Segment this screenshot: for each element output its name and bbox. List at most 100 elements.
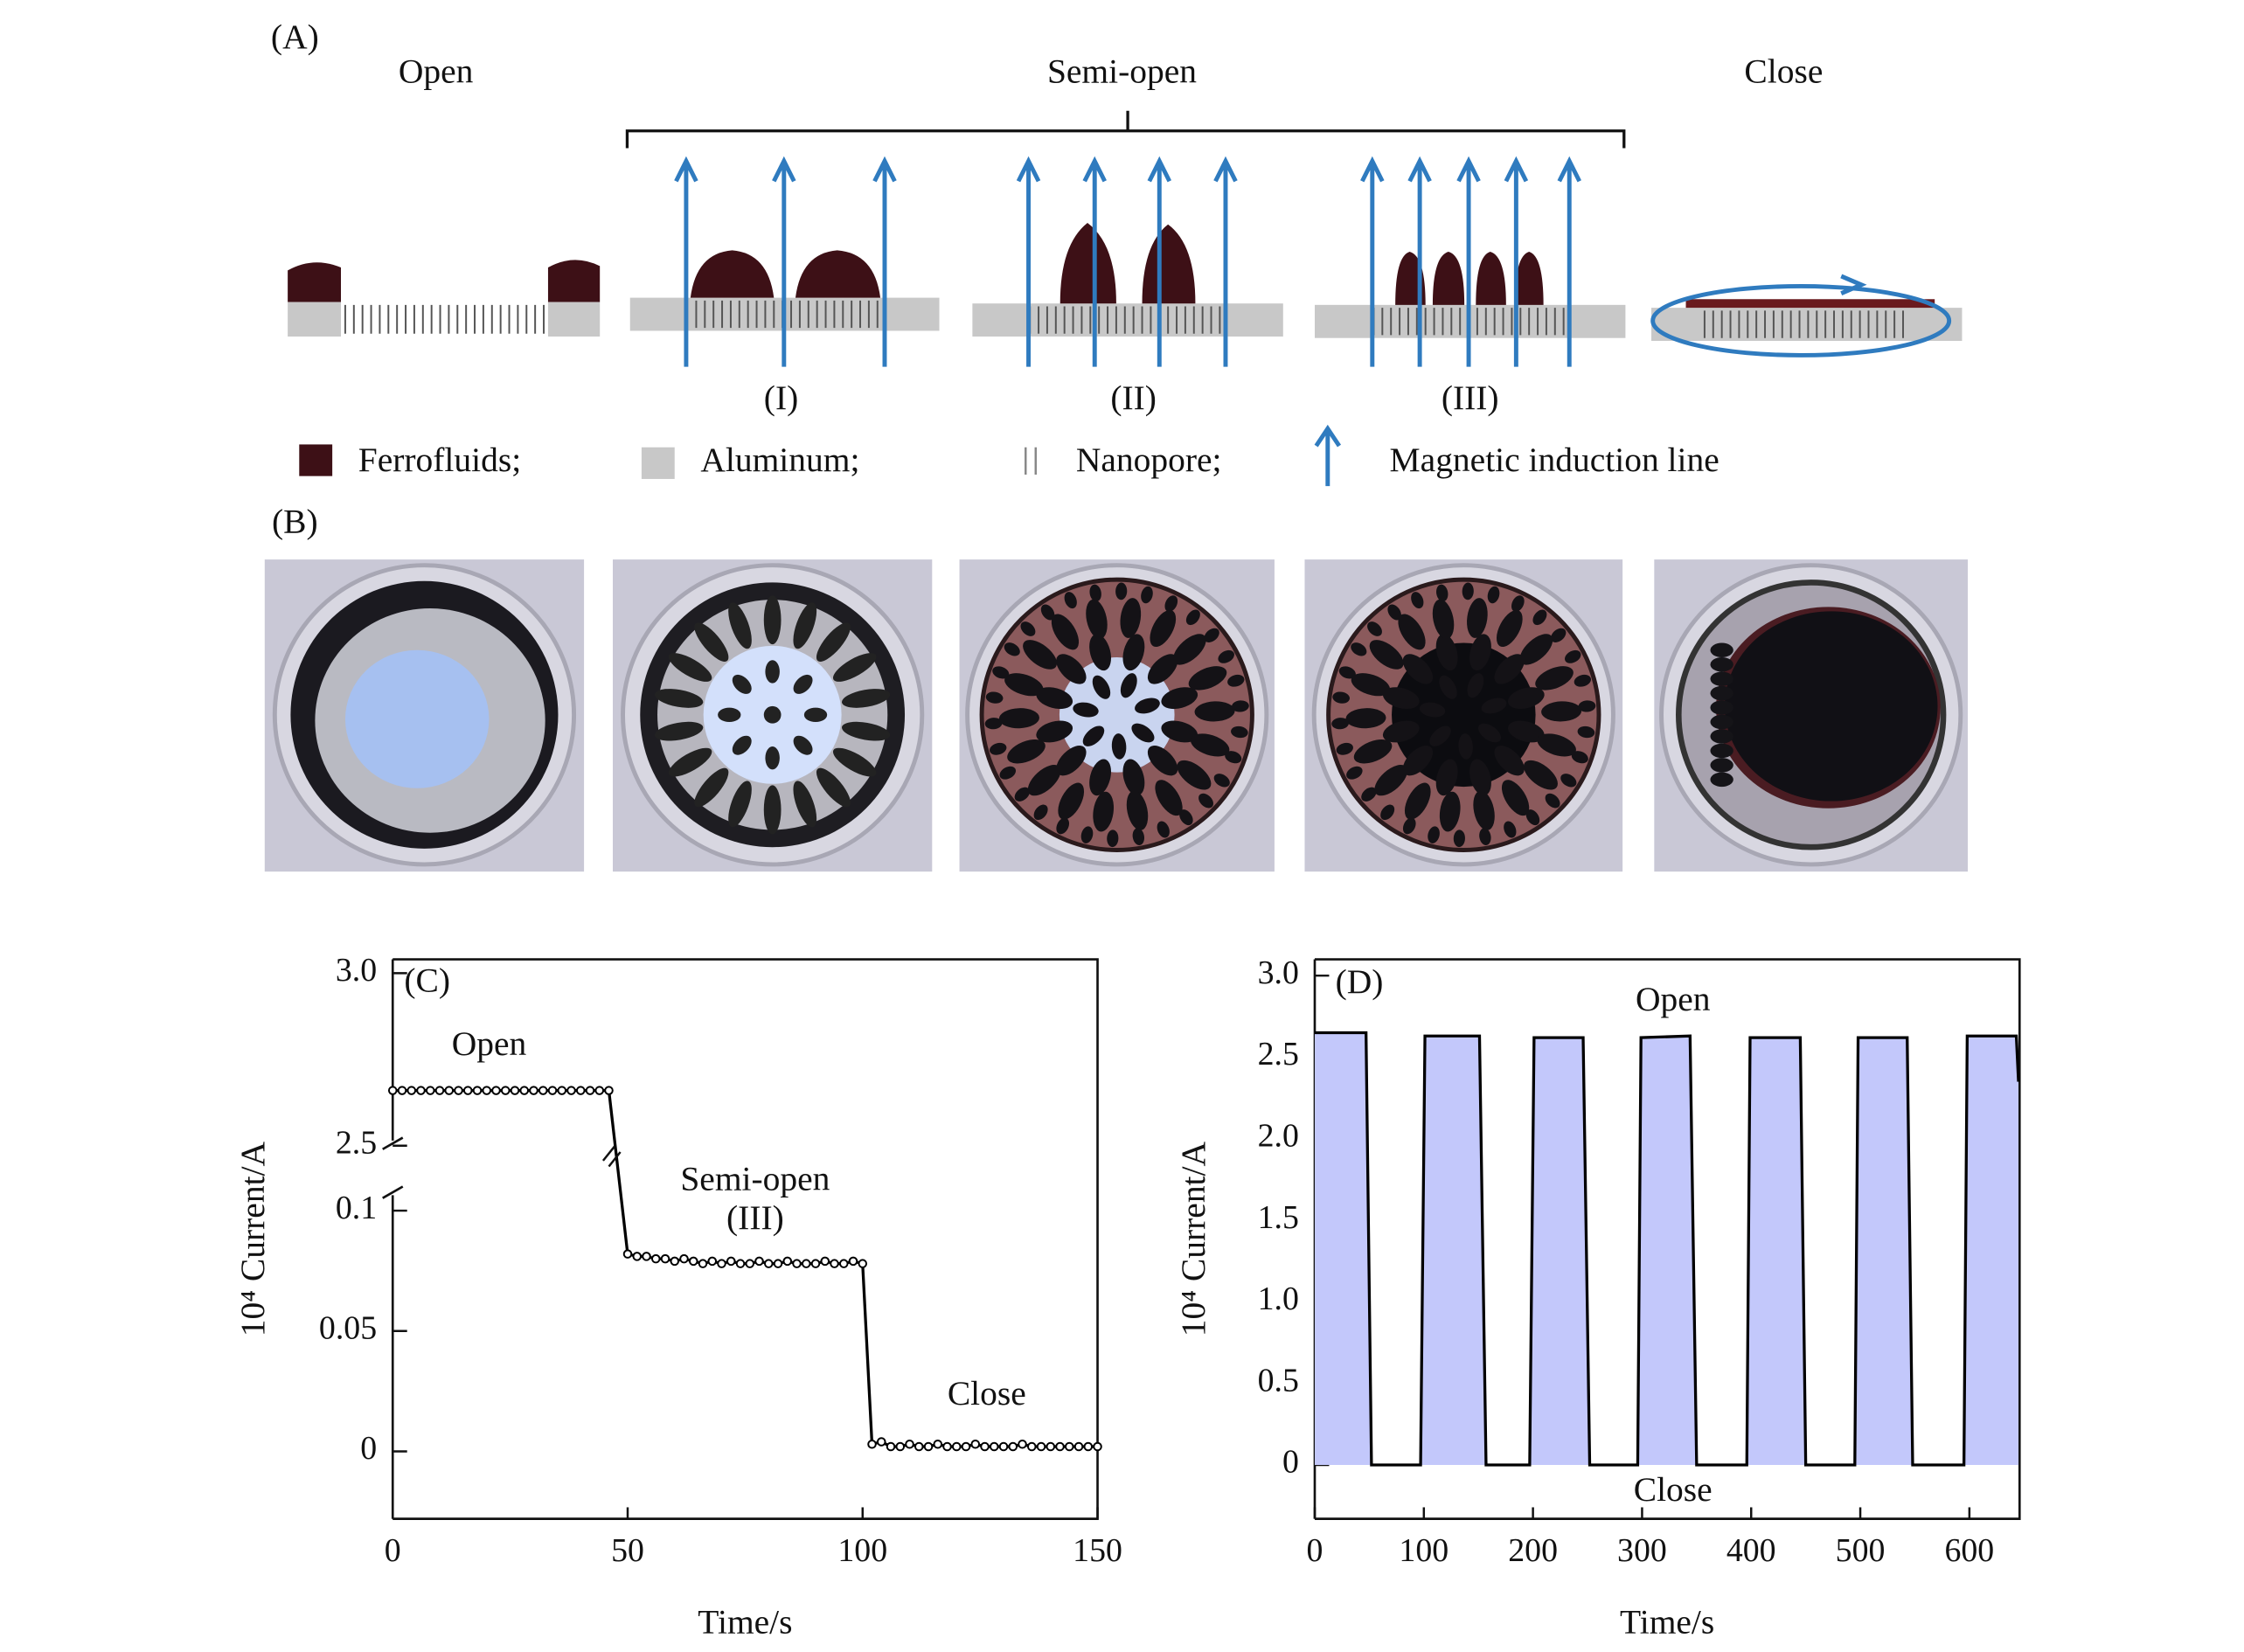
spike: [1519, 634, 1553, 665]
spike: [1231, 725, 1248, 739]
spike: [1020, 621, 1036, 636]
annotation: Open: [452, 1024, 527, 1063]
y-tick-label: 0: [360, 1430, 377, 1467]
spike: [1535, 666, 1574, 691]
spike: [1331, 718, 1349, 730]
point: [679, 1253, 689, 1264]
spike: [1404, 782, 1431, 820]
spike: [1369, 640, 1404, 670]
x-axis-label: Time/s: [1620, 1602, 1714, 1641]
spike: [1122, 634, 1145, 671]
point: [801, 1259, 811, 1268]
point: [1008, 1441, 1018, 1452]
spike: [732, 735, 752, 755]
spike: [763, 595, 782, 645]
spike: [1157, 821, 1170, 838]
spike: [1504, 821, 1517, 838]
point: [820, 1256, 830, 1267]
spike: [841, 721, 891, 741]
point: [519, 1086, 530, 1095]
spike: [1402, 817, 1416, 835]
spike: [718, 707, 741, 723]
spike: [1023, 640, 1058, 670]
spike: [1477, 723, 1502, 743]
photo: [1304, 559, 1623, 872]
spike: [1353, 739, 1393, 764]
point: [482, 1086, 492, 1095]
spike: [1232, 700, 1249, 712]
nanopore: [695, 300, 879, 329]
spike: [841, 689, 891, 708]
ferrofluid: [547, 260, 601, 302]
y-tick-label: 1.5: [1258, 1199, 1299, 1236]
point: [1027, 1441, 1037, 1452]
spike: [1056, 745, 1087, 776]
point: [735, 1259, 746, 1268]
spike: [1462, 582, 1474, 600]
spike: [803, 707, 828, 723]
spike: [1710, 671, 1733, 686]
panel-label: (D): [1336, 962, 1384, 1001]
point: [416, 1086, 426, 1095]
spike: [1432, 599, 1455, 640]
x-tick-label: 100: [1399, 1532, 1449, 1569]
point: [810, 1259, 821, 1268]
spike: [1092, 675, 1111, 699]
spike: [1710, 743, 1733, 759]
x-tick-label: 100: [837, 1532, 887, 1569]
bracket: [625, 110, 1626, 149]
panel-label: (C): [404, 961, 450, 1000]
spike: [655, 721, 704, 741]
point: [425, 1086, 435, 1095]
y-tick-label: 2.5: [1258, 1036, 1299, 1072]
aluminum: [547, 302, 601, 337]
induction-line: [1407, 156, 1432, 367]
induction-line: [872, 156, 897, 367]
spike: [1120, 673, 1137, 698]
field-arrowhead: [1840, 274, 1867, 295]
aluminum: [288, 302, 342, 337]
point: [782, 1256, 793, 1267]
point: [1093, 1441, 1102, 1452]
point: [990, 1441, 999, 1452]
spike: [1479, 828, 1491, 845]
legend-label: Ferrofluids;: [358, 441, 521, 479]
spike: [1532, 609, 1547, 626]
line: [1314, 1031, 2020, 1467]
y-tick-label: 0.05: [319, 1309, 377, 1346]
point: [500, 1086, 511, 1095]
spike: [763, 705, 782, 724]
point: [914, 1441, 924, 1452]
spike: [1367, 621, 1382, 636]
ferrofluid: [690, 250, 881, 298]
spike: [1501, 780, 1530, 816]
spike: [1710, 700, 1733, 715]
spike: [1537, 733, 1576, 757]
spike: [1188, 666, 1227, 691]
spike: [1374, 765, 1407, 796]
legend-swatch: [1025, 447, 1038, 475]
spike: [1560, 774, 1577, 788]
point: [491, 1086, 501, 1095]
spike: [1346, 766, 1363, 780]
spike: [793, 674, 813, 694]
schematic: [288, 110, 1963, 487]
spike: [1126, 790, 1149, 830]
point: [387, 1086, 398, 1095]
point: [886, 1441, 896, 1452]
spike: [793, 735, 813, 755]
spike: [1093, 791, 1115, 832]
legend-swatch: [299, 444, 333, 476]
spike: [998, 708, 1039, 729]
point: [444, 1086, 455, 1095]
spike: [765, 660, 780, 684]
spike: [1086, 599, 1108, 640]
x-axis-label: Time/s: [698, 1602, 792, 1641]
spike: [1382, 720, 1420, 743]
induction-line: [1147, 156, 1172, 367]
point: [923, 1441, 934, 1452]
point: [510, 1086, 520, 1095]
spike: [1541, 701, 1582, 722]
spike: [1467, 673, 1484, 698]
